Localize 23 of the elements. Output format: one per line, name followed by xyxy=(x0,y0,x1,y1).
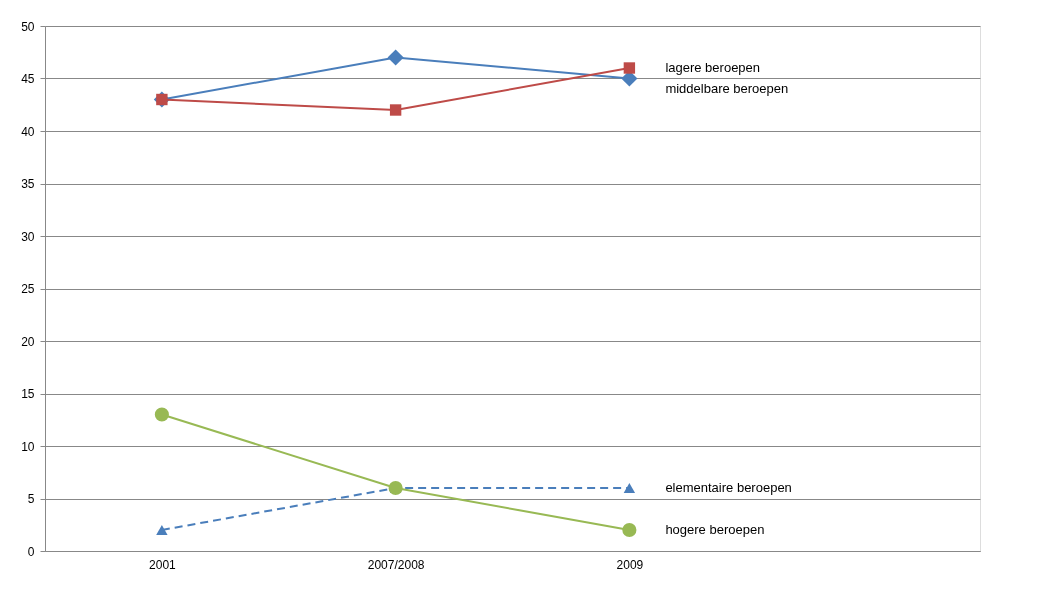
y-tick-label: 40 xyxy=(21,124,35,139)
y-tick-label: 10 xyxy=(21,439,35,454)
text: elementaire beroepen xyxy=(665,480,792,495)
point xyxy=(622,522,637,538)
point xyxy=(623,62,636,74)
x-tick-label: 2007/2008 xyxy=(367,557,425,572)
y-tick-label: 20 xyxy=(21,334,35,349)
x-tick-label: 2001 xyxy=(149,557,177,572)
y-tick-label: 45 xyxy=(21,72,35,86)
x-tick-label: 2009 xyxy=(616,557,644,572)
point xyxy=(154,407,169,422)
text: hogere beroepen xyxy=(665,522,765,537)
point xyxy=(387,49,404,66)
y-tick-label: 25 xyxy=(21,282,35,296)
text: middelbare beroepen xyxy=(665,80,789,96)
y-tick-label: 35 xyxy=(21,177,35,191)
y-tick-label: 30 xyxy=(21,229,35,244)
y-tick-label: 5 xyxy=(27,492,35,506)
text: lagere beroepen xyxy=(665,60,761,75)
y-tick-label: 0 xyxy=(27,544,35,559)
y-tick-label: 50 xyxy=(21,19,35,34)
point xyxy=(389,104,402,116)
y-tick-label: 15 xyxy=(21,387,35,401)
